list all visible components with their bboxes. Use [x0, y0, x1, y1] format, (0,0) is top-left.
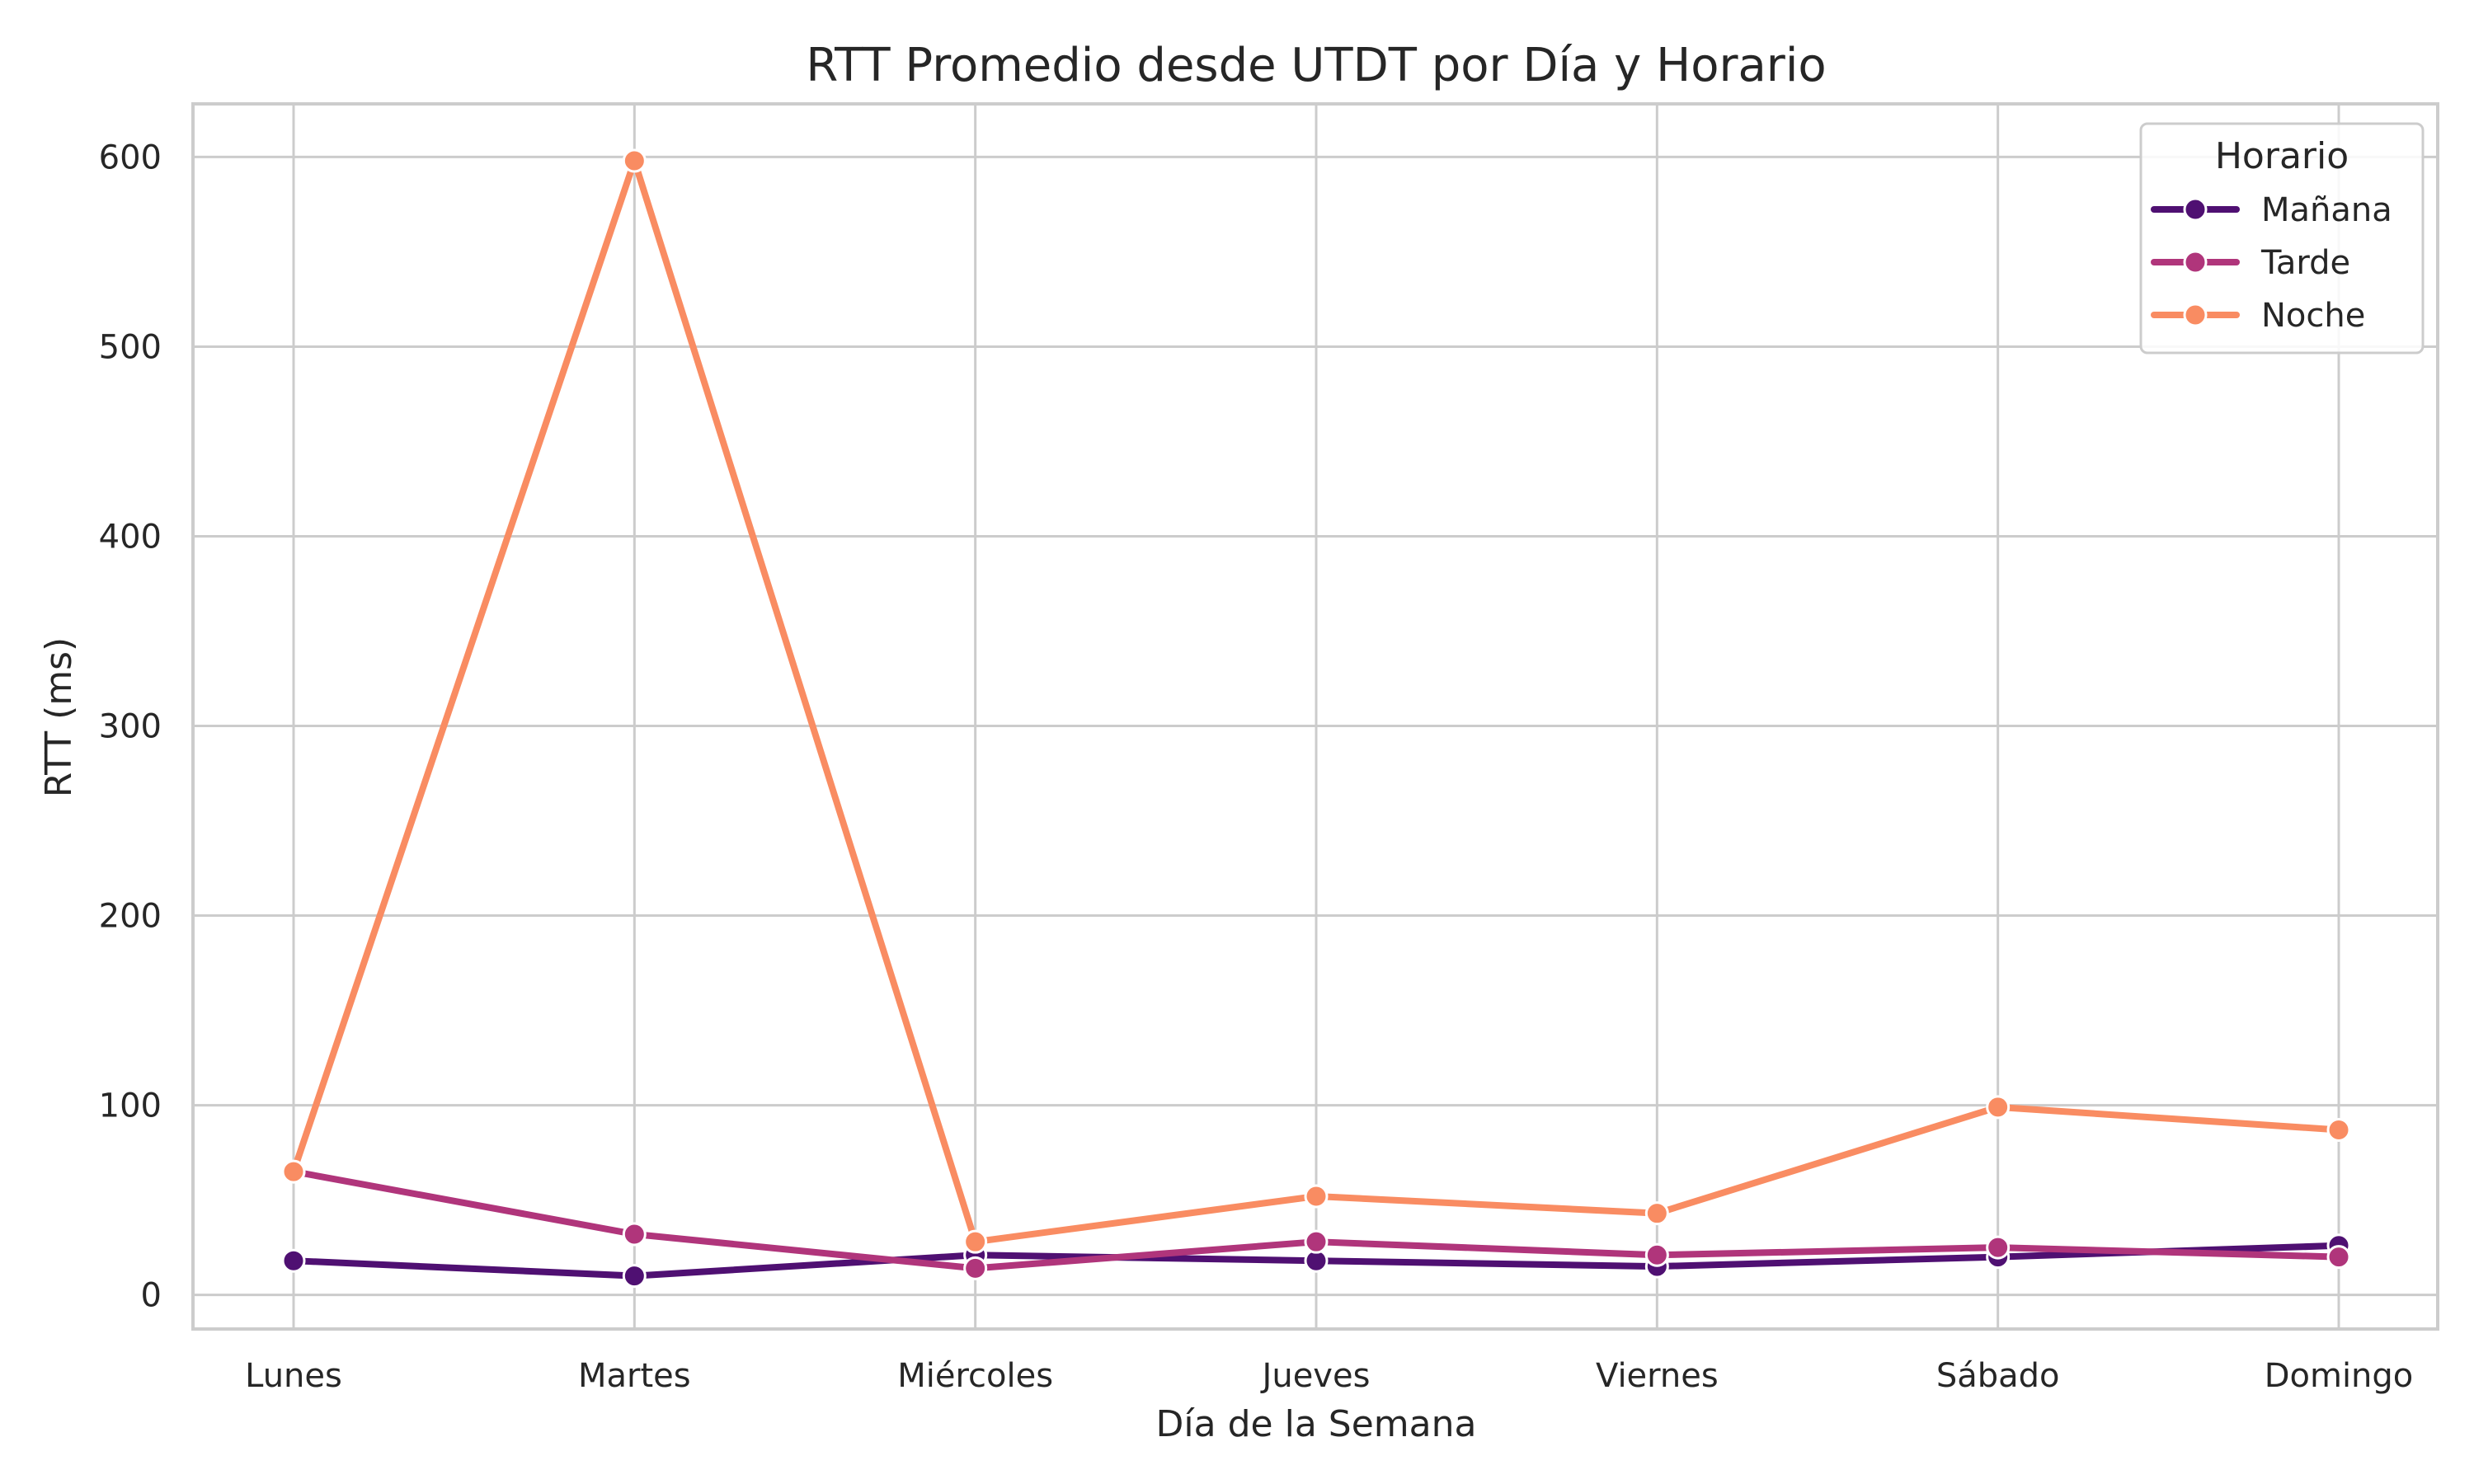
x-tick-label: Domingo: [2265, 1357, 2414, 1395]
legend-label: Noche: [2261, 297, 2365, 335]
data-point: [963, 1229, 988, 1254]
grid: [193, 104, 2438, 1329]
data-point: [963, 1256, 988, 1280]
chart-title: RTT Promedio desde UTDT por Día y Horari…: [806, 39, 1826, 92]
legend-entry: Tarde: [2151, 244, 2350, 282]
data-point: [622, 1222, 647, 1247]
tick-labels: Lunes Martes Miércoles Jueves Viernes Sábado D…: [99, 139, 2414, 1395]
x-axis-label: Día de la Semana: [1156, 1403, 1477, 1445]
series-2: [281, 148, 2351, 1254]
x-tick-label: Jueves: [1260, 1357, 1371, 1395]
legend-title: Horario: [2215, 135, 2349, 177]
legend-entries: Mañana Tarde Noche: [2151, 191, 2392, 335]
y-tick-label: 200: [99, 898, 162, 936]
legend-marker: [2183, 197, 2208, 222]
y-axis-label: RTT (ms): [38, 637, 80, 797]
legend-label: Tarde: [2260, 244, 2350, 282]
plot-frame: [191, 102, 2439, 1331]
data-point: [1304, 1184, 1329, 1209]
y-tick-label: 300: [99, 708, 162, 746]
data-point: [622, 1264, 647, 1289]
data-point: [2326, 1117, 2351, 1142]
data-point: [1304, 1229, 1329, 1254]
x-tick-label: Viernes: [1596, 1357, 1719, 1395]
legend-marker: [2183, 250, 2208, 275]
legend: Horario Mañana Tarde Noche: [2139, 122, 2425, 355]
data-point: [281, 1159, 306, 1184]
y-tick-label: 0: [141, 1277, 162, 1315]
y-tick-label: 400: [99, 518, 162, 556]
data-point: [1986, 1235, 2011, 1260]
x-tick-label: Miércoles: [897, 1357, 1053, 1395]
x-tick-label: Sábado: [1936, 1357, 2060, 1395]
x-tick-label: Lunes: [245, 1357, 342, 1395]
series-layer: [281, 148, 2351, 1289]
data-point: [1986, 1095, 2011, 1120]
legend-label: Mañana: [2261, 191, 2392, 229]
y-tick-label: 600: [99, 139, 162, 176]
y-tick-label: 100: [99, 1087, 162, 1125]
legend-entry: Mañana: [2151, 191, 2392, 229]
legend-box: [2139, 122, 2425, 355]
legend-entry: Noche: [2151, 297, 2365, 335]
legend-marker: [2183, 303, 2208, 327]
data-point: [2326, 1245, 2351, 1270]
data-point: [1644, 1242, 1669, 1267]
data-point: [622, 148, 647, 173]
data-point: [281, 1248, 306, 1273]
data-point: [1644, 1201, 1669, 1226]
y-tick-label: 500: [99, 328, 162, 366]
x-tick-label: Martes: [578, 1357, 691, 1395]
